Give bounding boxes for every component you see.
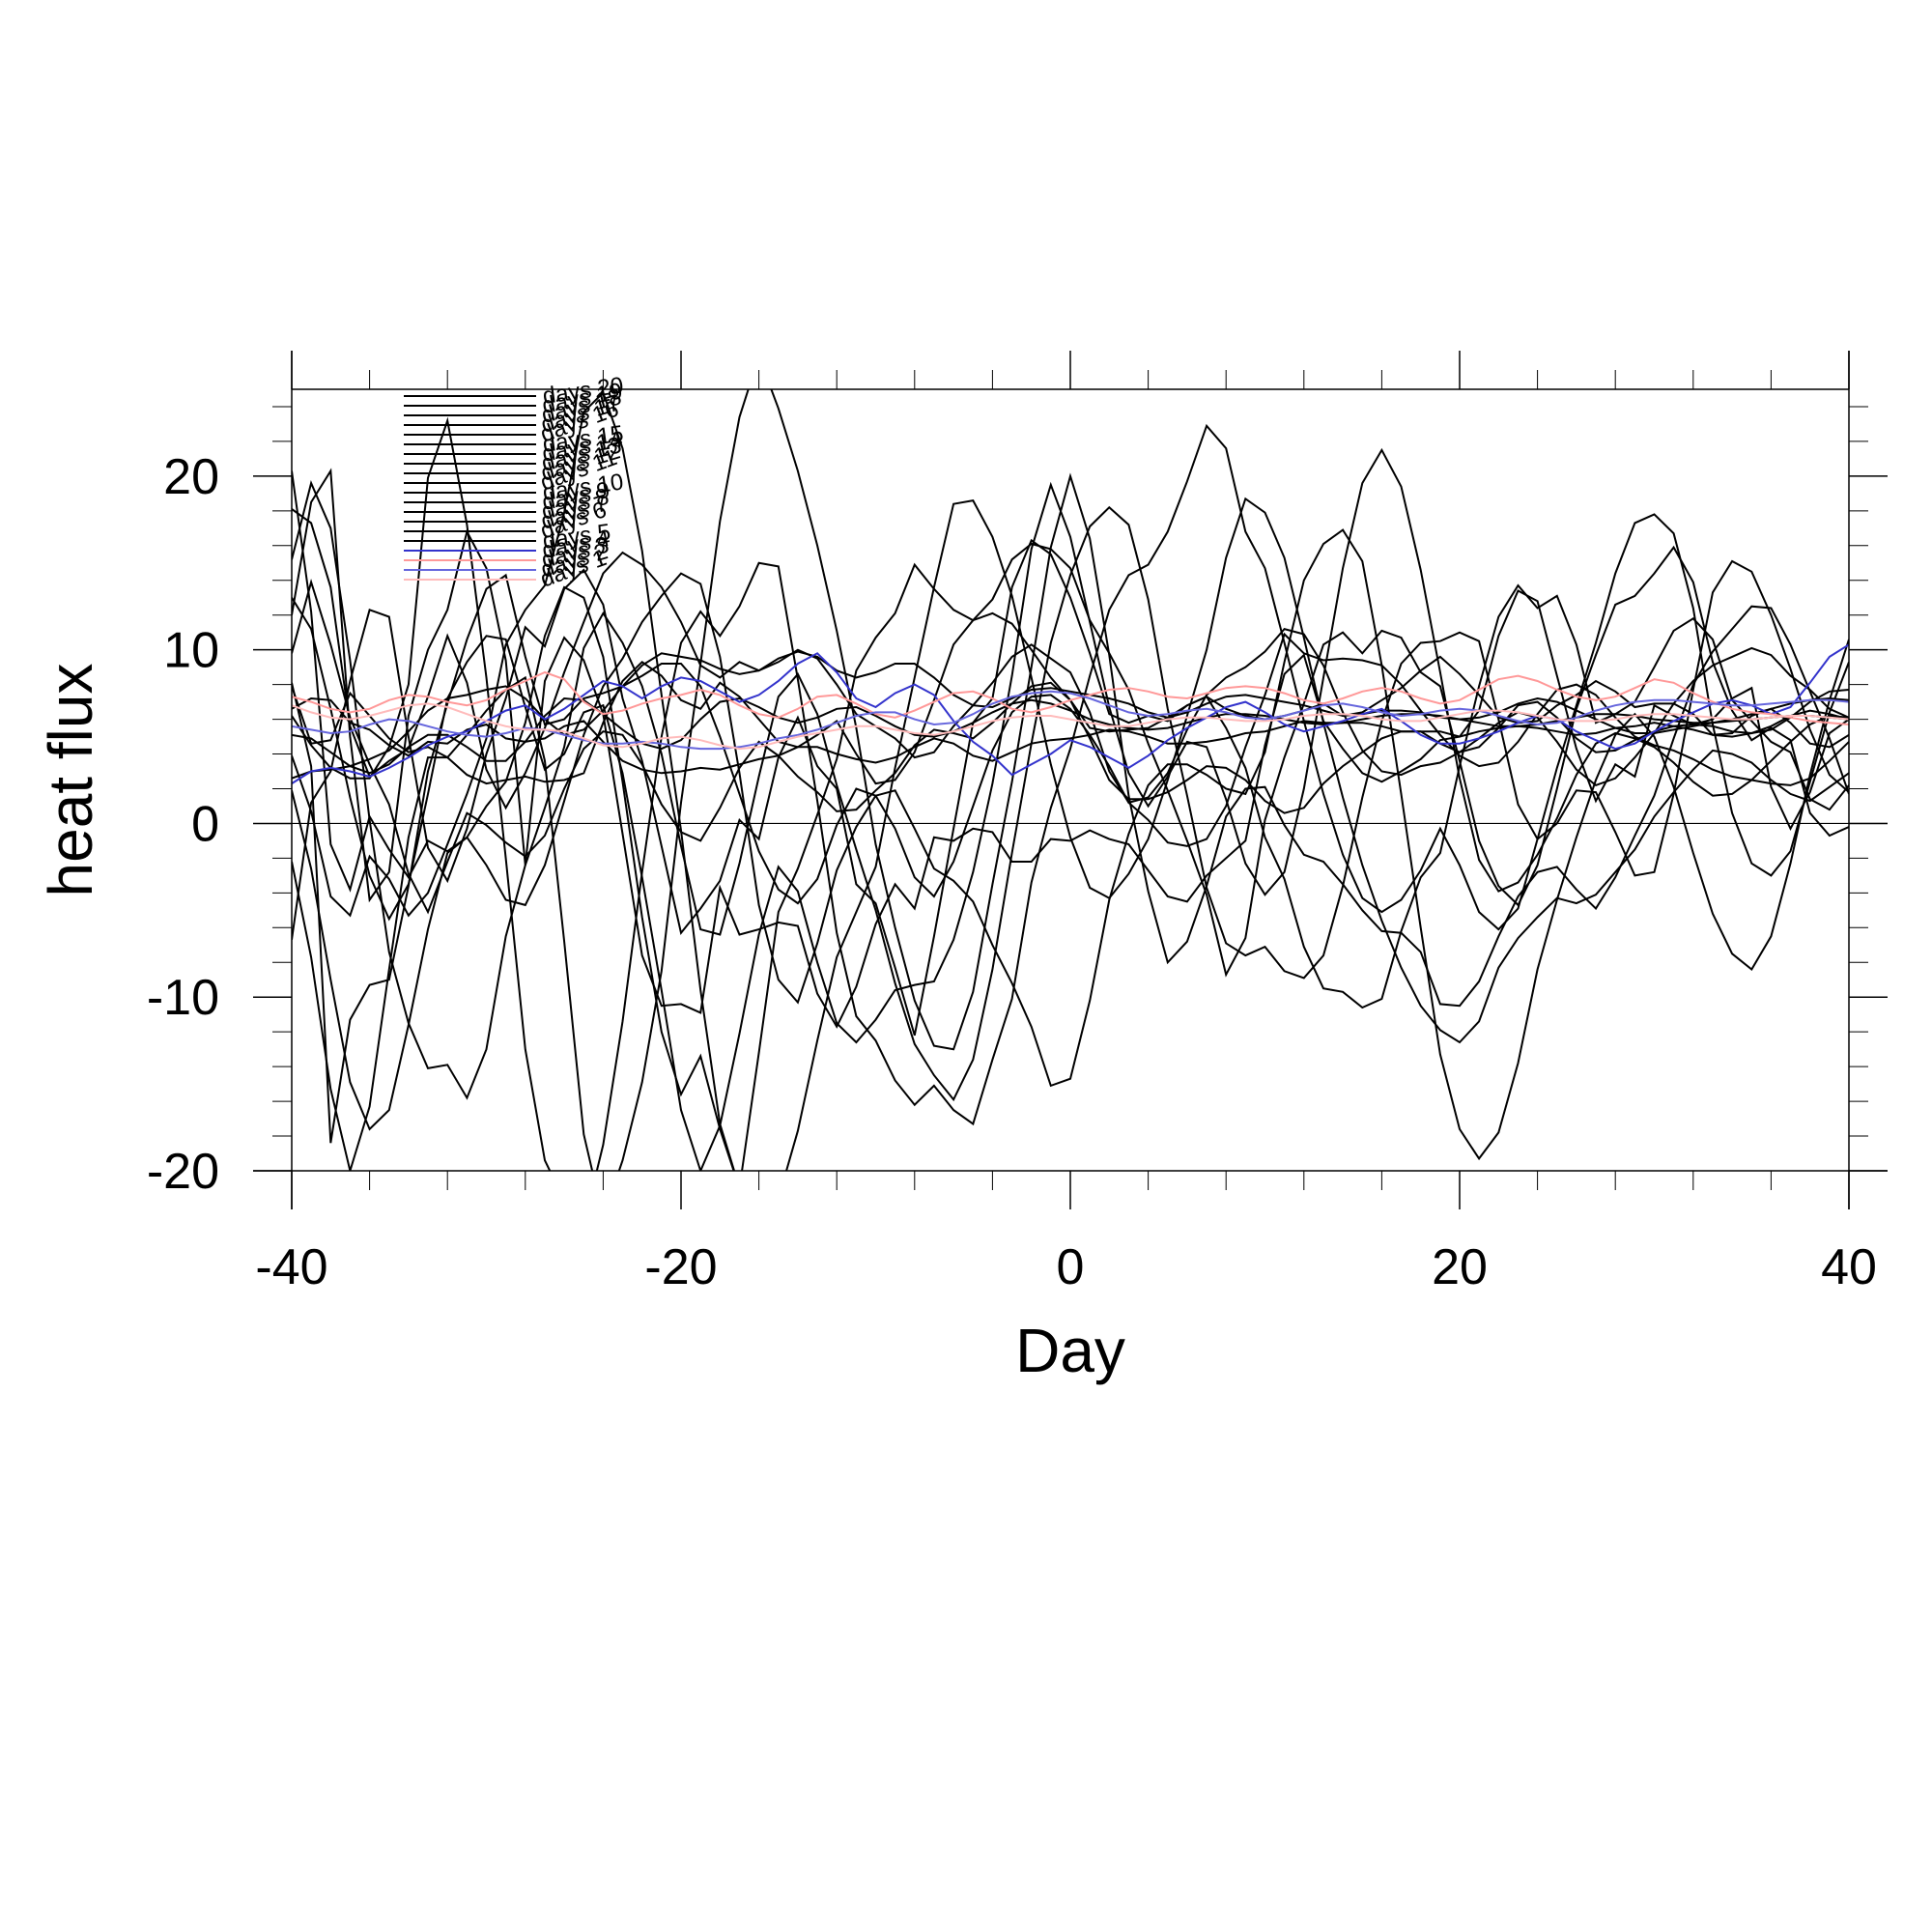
y-tick-label: 0 [191, 796, 219, 852]
series-line-1 [292, 468, 1849, 1029]
y-tick-label: -10 [147, 970, 219, 1026]
series-line-5 [292, 696, 1849, 775]
x-tick-label: 40 [1821, 1239, 1877, 1295]
x-tick-label: 0 [1057, 1239, 1085, 1295]
series-line-3 [292, 573, 1849, 1144]
x-tick-label: -40 [255, 1239, 327, 1295]
series-line-13 [292, 480, 1849, 1102]
y-axis-title: heat flux [36, 664, 105, 897]
series-line-19 [292, 690, 1849, 751]
series-line-14 [292, 447, 1849, 1171]
y-tick-label: 20 [163, 449, 219, 505]
series-line-8 [292, 470, 1849, 1171]
series-line-7 [292, 538, 1849, 1037]
y-tick-label: 10 [163, 623, 219, 679]
axis-ticks: -40 -20 0 20 40 -20 -10 0 10 20 [147, 351, 1888, 1295]
y-tick-label: -20 [147, 1144, 219, 1200]
x-tick-label: -20 [644, 1239, 717, 1295]
series-line-17 [292, 643, 1849, 784]
series-line-16 [292, 696, 1849, 775]
series-layer [292, 389, 1849, 1171]
series-line-11 [292, 390, 1849, 1171]
series-line-18 [292, 670, 1849, 725]
series-line-12 [292, 528, 1849, 1161]
x-tick-label: 20 [1432, 1239, 1488, 1295]
series-line-20 [292, 702, 1849, 751]
x-axis-title: Day [1015, 1316, 1125, 1385]
series-line-9 [292, 416, 1849, 1171]
series-line-6 [292, 650, 1849, 780]
